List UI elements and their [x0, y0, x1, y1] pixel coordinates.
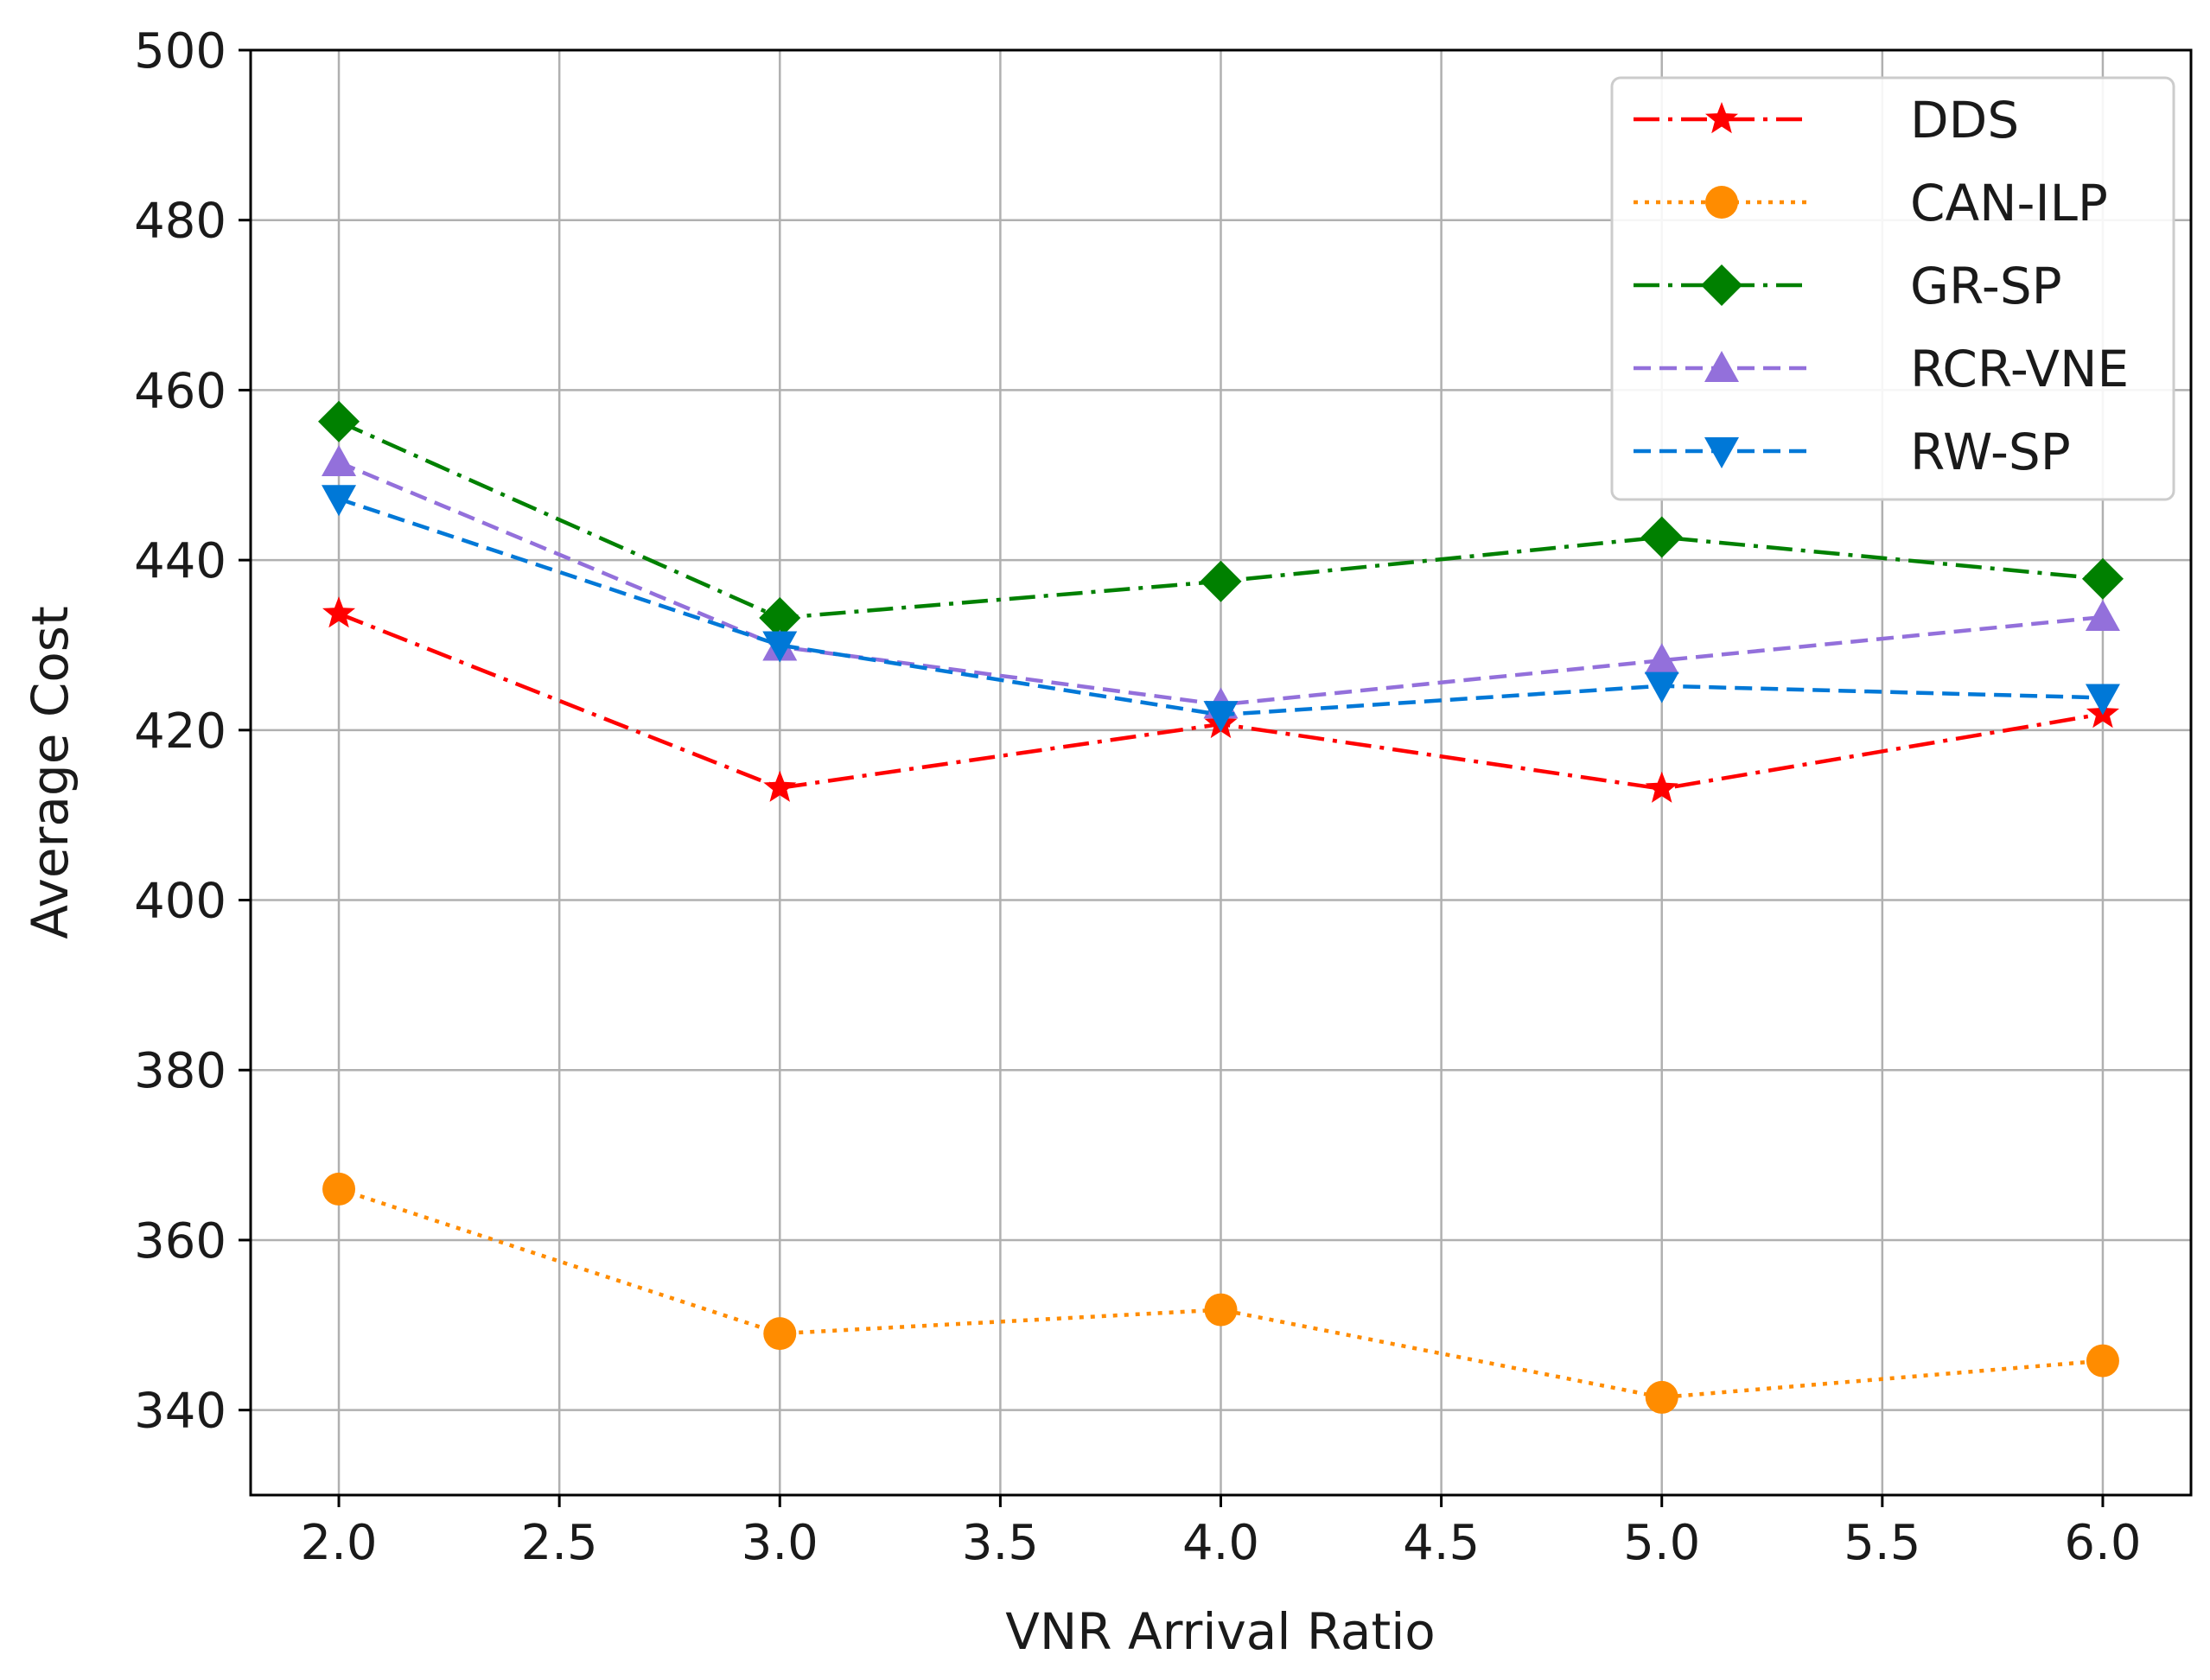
- legend-entry-rw-sp: RW-SP: [1634, 423, 2071, 481]
- data-point-can-ilp: [1204, 1293, 1238, 1327]
- data-point-can-ilp: [1645, 1380, 1678, 1414]
- data-point-gr-sp: [1640, 516, 1683, 558]
- data-point-rcr-vne: [322, 445, 357, 477]
- x-tick-label: 3.5: [962, 1515, 1039, 1571]
- y-tick-label: 500: [134, 23, 226, 80]
- x-tick-label: 2.0: [301, 1515, 378, 1571]
- data-point-can-ilp: [2086, 1344, 2119, 1378]
- y-axis-title: Average Cost: [21, 606, 80, 939]
- data-point-rw-sp: [1203, 701, 1239, 733]
- data-point-dds: [322, 596, 356, 628]
- x-tick-label: 5.0: [1623, 1515, 1700, 1571]
- y-tick-label: 480: [134, 194, 226, 250]
- legend-label: RW-SP: [1910, 423, 2071, 481]
- legend-entry-gr-sp: GR-SP: [1634, 257, 2062, 315]
- x-tick-label: 4.5: [1403, 1515, 1480, 1571]
- data-point-rcr-vne: [1644, 643, 1679, 675]
- x-tick-label: 5.5: [1844, 1515, 1920, 1571]
- data-point-rcr-vne: [2085, 600, 2120, 632]
- legend-label: RCR-VNE: [1910, 340, 2129, 398]
- data-point-gr-sp: [318, 400, 360, 442]
- data-point-gr-sp: [2081, 557, 2124, 600]
- data-point-rw-sp: [322, 485, 357, 517]
- x-tick-label: 6.0: [2064, 1515, 2141, 1571]
- series-gr-sp: [318, 400, 2124, 639]
- legend-entry-dds: DDS: [1634, 91, 2019, 150]
- y-tick-label: 440: [134, 533, 226, 589]
- legend-box: [1610, 76, 2175, 501]
- legend-label: GR-SP: [1910, 257, 2062, 315]
- data-point-dds: [763, 770, 797, 802]
- data-point-gr-sp: [759, 596, 801, 639]
- legend: DDS CAN-ILP GR-SP RCR-VNE RW-SP: [1610, 76, 2175, 501]
- x-tick-label: 4.0: [1182, 1515, 1259, 1571]
- series-lines: [318, 400, 2124, 1414]
- x-tick-label: 3.0: [742, 1515, 818, 1571]
- data-point-can-ilp: [763, 1317, 797, 1351]
- legend-marker: [1704, 351, 1739, 382]
- legend-entry-rcr-vne: RCR-VNE: [1634, 340, 2129, 398]
- series-rw-sp: [322, 485, 2120, 733]
- data-point-gr-sp: [1200, 560, 1242, 602]
- data-point-rw-sp: [1644, 671, 1679, 703]
- y-tick-label: 400: [134, 874, 226, 930]
- legend-marker: [1705, 186, 1738, 219]
- data-point-rw-sp: [762, 631, 798, 663]
- legend-marker: [1705, 102, 1738, 134]
- y-tick-label: 420: [134, 703, 226, 760]
- data-point-can-ilp: [322, 1172, 356, 1206]
- legend-marker: [1704, 437, 1739, 468]
- x-tick-label: 2.5: [521, 1515, 598, 1571]
- axis-ticks: 2.0 2.5 3.0 3.5 4.0 4.5 5.0 5.5 6.0 340 360 380 400 4…: [134, 23, 2141, 1571]
- series-can-ilp: [322, 1172, 2119, 1414]
- y-tick-label: 460: [134, 363, 226, 419]
- y-tick-label: 340: [134, 1384, 226, 1440]
- legend-entry-can-ilp: CAN-ILP: [1634, 174, 2108, 232]
- legend-label: CAN-ILP: [1910, 174, 2108, 232]
- legend-marker: [1701, 264, 1742, 306]
- y-tick-label: 380: [134, 1043, 226, 1099]
- x-axis-title: VNR Arrival Ratio: [1005, 1602, 1436, 1661]
- data-point-rw-sp: [2085, 684, 2120, 716]
- legend-label: DDS: [1910, 91, 2019, 150]
- y-tick-label: 360: [134, 1213, 226, 1270]
- data-point-dds: [1645, 771, 1678, 803]
